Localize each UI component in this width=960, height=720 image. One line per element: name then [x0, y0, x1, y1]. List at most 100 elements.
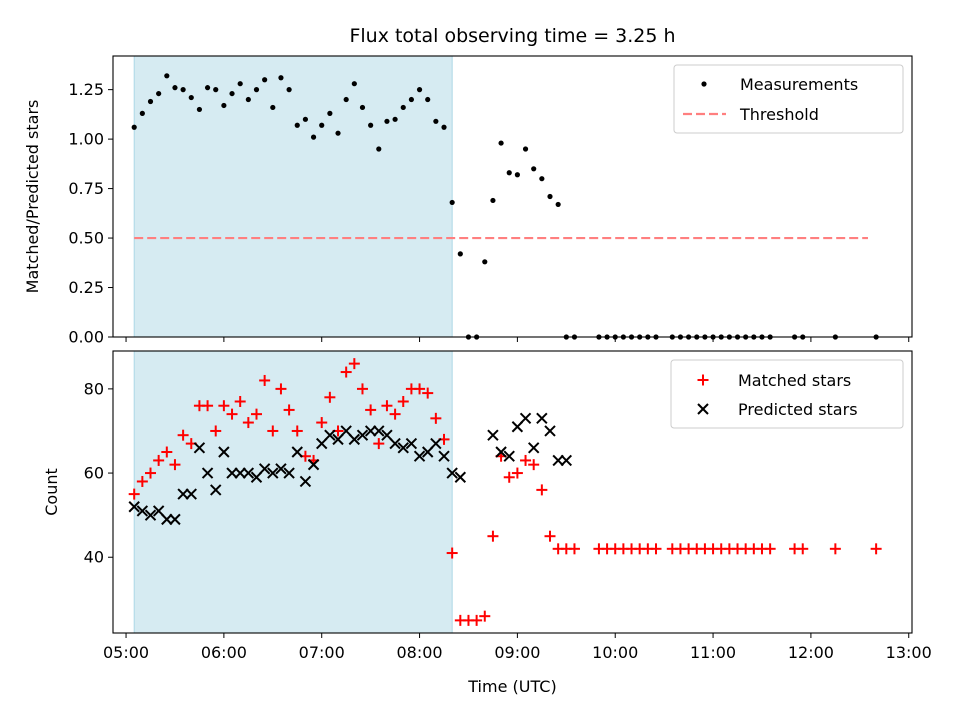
predicted-star-point-35 — [413, 450, 426, 462]
predicted-star-point-47 — [536, 412, 548, 425]
legend-measurements-marker — [701, 81, 707, 87]
matched-star-point-9 — [202, 400, 214, 412]
matched-star-point-50 — [536, 484, 548, 496]
bottom-y-ticks: 40 60 80 — [84, 379, 113, 567]
predicted-star-point-43 — [503, 450, 515, 462]
measurement-point-27 — [351, 81, 357, 87]
bottom-legend: Matched stars Predicted stars — [670, 359, 904, 429]
measurement-point-50 — [539, 176, 545, 182]
predicted-star-point-4 — [161, 513, 173, 526]
measurement-point-35 — [416, 87, 423, 93]
predicted-star-point-28 — [356, 429, 369, 441]
bottom-ytick-label-0: 40 — [84, 548, 104, 567]
predicted-star-point-8 — [193, 442, 206, 454]
measurement-point-17 — [270, 104, 276, 111]
measurement-point-33 — [400, 104, 406, 111]
xtick-label-2: 07:00 — [299, 643, 345, 662]
matched-star-point-44 — [487, 530, 499, 542]
matched-star-point-20 — [291, 425, 303, 437]
measurement-point-7 — [188, 94, 194, 101]
matched-star-point-16 — [259, 374, 271, 386]
measurement-point-16 — [262, 77, 268, 83]
measurement-point-38 — [441, 124, 447, 130]
measurement-point-24 — [327, 110, 333, 116]
xtick-label-6: 11:00 — [690, 643, 736, 662]
predicted-star-point-5 — [169, 513, 181, 526]
measurement-point-23 — [319, 122, 325, 128]
measurement-point-43 — [482, 259, 488, 265]
matched-star-point-6 — [177, 429, 189, 441]
measurement-point-18 — [278, 75, 284, 81]
xtick-label-8: 13:00 — [886, 643, 932, 662]
measurement-point-26 — [343, 96, 349, 103]
matched-star-point-14 — [242, 417, 254, 429]
measurement-point-6 — [180, 87, 186, 93]
top-y-axis-label: Matched/Predicted stars — [23, 100, 42, 294]
matched-star-point-37 — [430, 412, 442, 424]
measurement-point-36 — [425, 96, 431, 103]
xtick-label-1: 06:00 — [201, 643, 247, 662]
measurement-point-2 — [147, 98, 154, 105]
top-y-ticks: 0.00 0.25 0.50 0.75 1.00 1.25 — [68, 80, 113, 347]
predicted-star-point-48 — [544, 425, 556, 437]
measurement-point-11 — [221, 102, 227, 109]
measurement-point-40 — [457, 251, 463, 257]
bottom-axes-frame — [112, 350, 913, 634]
top-ytick-label-4: 1.00 — [68, 130, 104, 149]
measurement-point-30 — [376, 146, 382, 152]
legend-predicted-cross — [697, 403, 709, 415]
top-ytick-label-3: 0.75 — [68, 179, 104, 198]
predicted-star-point-10 — [210, 484, 222, 496]
predicted-star-point-24 — [324, 429, 336, 441]
predicted-star-point-34 — [405, 437, 418, 450]
matched-star-point-29 — [365, 404, 377, 416]
matched-star-point-36 — [422, 387, 434, 399]
legend-matched-plus — [697, 374, 709, 386]
matched-star-point-49 — [528, 459, 540, 471]
xtick-label-3: 08:00 — [397, 643, 443, 662]
predicted-star-point-33 — [397, 442, 409, 454]
measurement-point-29 — [368, 122, 374, 128]
bottom-y-axis-label: Count — [42, 468, 61, 516]
predicted-star-point-0 — [128, 501, 140, 513]
measurement-point-22 — [310, 134, 317, 140]
matched-star-point-26 — [340, 366, 352, 378]
measurement-point-28 — [359, 104, 366, 111]
measurement-points — [131, 73, 879, 340]
predicted-star-point-40 — [454, 471, 467, 483]
matched-star-point-15 — [250, 408, 262, 420]
top-ytick-label-0: 0.00 — [68, 328, 104, 347]
xtick-label-7: 12:00 — [788, 643, 834, 662]
measurement-point-21 — [302, 116, 309, 122]
measurement-point-8 — [196, 106, 203, 113]
measurement-point-25 — [335, 130, 341, 136]
measurement-point-0 — [131, 124, 137, 130]
matched-star-point-13 — [234, 396, 246, 408]
matched-stars-points — [128, 358, 882, 626]
predicted-star-point-21 — [299, 475, 312, 488]
legend-predicted-label: Predicted stars — [738, 400, 858, 419]
legend-matched-marker — [697, 374, 709, 386]
predicted-stars-points — [128, 412, 573, 526]
matched-star-point-12 — [226, 408, 238, 420]
bottom-ytick-label-2: 80 — [84, 379, 104, 398]
measurement-point-47 — [514, 172, 520, 178]
matched-star-point-32 — [389, 408, 401, 420]
measurement-point-49 — [531, 166, 537, 172]
matched-star-point-62 — [650, 543, 662, 555]
predicted-star-point-38 — [438, 450, 450, 462]
measurement-point-3 — [156, 90, 162, 97]
measurement-point-44 — [490, 197, 496, 204]
matched-star-point-27 — [348, 358, 360, 370]
matched-star-point-4 — [161, 446, 173, 458]
predicted-star-point-2 — [144, 509, 157, 521]
predicted-star-point-37 — [430, 437, 442, 450]
predicted-star-point-29 — [364, 425, 377, 437]
predicted-star-point-7 — [185, 488, 197, 500]
predicted-star-point-18 — [275, 463, 287, 475]
measurement-point-31 — [384, 118, 390, 124]
legend-predicted-marker — [697, 403, 709, 415]
predicted-star-point-22 — [307, 458, 320, 471]
measurement-point-19 — [286, 87, 292, 93]
matched-star-point-35 — [414, 383, 426, 395]
